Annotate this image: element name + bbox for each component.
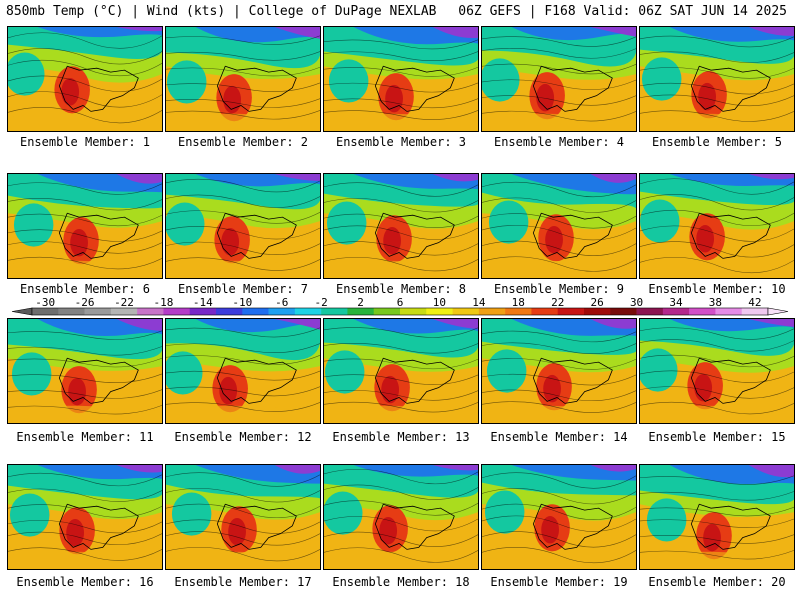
ensemble-member-label: Ensemble Member: 2	[177, 135, 309, 149]
colorbar-swatch	[137, 308, 164, 315]
colorbar-swatch	[452, 308, 480, 315]
ensemble-map-15	[639, 318, 795, 424]
ensemble-member-label: Ensemble Member: 20	[648, 575, 786, 589]
ensemble-map-7	[165, 173, 321, 279]
colorbar-tick-label: 26	[591, 296, 604, 309]
ensemble-member-label: Ensemble Member: 8	[335, 282, 467, 296]
ensemble-map-16	[7, 464, 163, 570]
ensemble-member-label: Ensemble Member: 7	[177, 282, 309, 296]
ensemble-map-13	[323, 318, 479, 424]
colorbar-swatch	[373, 308, 401, 315]
ensemble-map-5	[639, 26, 795, 132]
colorbar-swatch	[84, 308, 112, 315]
colorbar-swatch	[294, 308, 322, 315]
ensemble-map-6	[7, 173, 163, 279]
ensemble-map-14	[481, 318, 637, 424]
ensemble-member-label: Ensemble Member: 5	[651, 135, 783, 149]
colorbar-tick-label: 14	[472, 296, 486, 309]
colorbar-tick-label: 30	[630, 296, 643, 309]
colorbar-tick-label: 38	[709, 296, 722, 309]
ensemble-map-18	[323, 464, 479, 570]
colorbar-swatch	[216, 308, 243, 315]
colorbar-tick-label: -14	[193, 296, 213, 309]
ensemble-member-label: Ensemble Member: 15	[648, 430, 786, 444]
ensemble-member-label: Ensemble Member: 4	[493, 135, 625, 149]
colorbar-tick-label: -30	[35, 296, 55, 309]
ensemble-member-label: Ensemble Member: 16	[16, 575, 154, 589]
colorbar-swatch	[689, 308, 716, 315]
colorbar-swatch	[110, 308, 138, 315]
ensemble-map-20	[639, 464, 795, 570]
ensemble-member-label: Ensemble Member: 18	[332, 575, 470, 589]
ensemble-map-17	[165, 464, 321, 570]
colorbar-tick-label: 22	[551, 296, 564, 309]
colorbar-tick-label: 10	[433, 296, 446, 309]
ensemble-member-label: Ensemble Member: 17	[174, 575, 312, 589]
ensemble-map-1	[7, 26, 163, 132]
colorbar-swatch	[242, 308, 269, 315]
colorbar-tick-label: -10	[232, 296, 252, 309]
colorbar-swatch	[478, 308, 506, 315]
ensemble-member-label: Ensemble Member: 3	[335, 135, 467, 149]
ensemble-map-10	[639, 173, 795, 279]
ensemble-member-label: Ensemble Member: 12	[174, 430, 312, 444]
colorbar-swatch	[610, 308, 637, 315]
colorbar-swatch	[557, 308, 585, 315]
ensemble-map-11	[7, 318, 163, 424]
ensemble-member-label: Ensemble Member: 1	[19, 135, 151, 149]
colorbar-swatch	[531, 308, 559, 315]
ensemble-member-label: Ensemble Member: 10	[648, 282, 786, 296]
colorbar-tick-label: 6	[397, 296, 404, 309]
ensemble-map-12	[165, 318, 321, 424]
colorbar-tick-label: 42	[748, 296, 761, 309]
colorbar-swatch	[505, 308, 532, 315]
ensemble-map-19	[481, 464, 637, 570]
colorbar-tick-label: 2	[357, 296, 364, 309]
colorbar-swatch	[163, 308, 191, 315]
colorbar-swatch	[584, 308, 611, 315]
ensemble-member-label: Ensemble Member: 9	[493, 282, 625, 296]
temperature-colorbar: -30 -26 -22 -18 -14 -10 -6 -2 2 6 10 14 18 22 26 30 34 38…	[11, 296, 789, 316]
colorbar-tick-label: -2	[315, 296, 328, 309]
ensemble-map-3	[323, 26, 479, 132]
colorbar-swatch	[426, 308, 453, 315]
colorbar-swatch	[715, 308, 743, 315]
colorbar-swatch	[268, 308, 296, 315]
colorbar-min-arrow	[11, 307, 33, 316]
ensemble-map-8	[323, 173, 479, 279]
colorbar-swatch	[321, 308, 348, 315]
colorbar-tick-label: -6	[275, 296, 288, 309]
colorbar-swatch	[58, 308, 85, 315]
colorbar-tick-label: 18	[512, 296, 525, 309]
colorbar-tick-label: -18	[153, 296, 173, 309]
ensemble-member-label: Ensemble Member: 6	[19, 282, 151, 296]
colorbar-tick-label: -22	[114, 296, 134, 309]
ensemble-map-2	[165, 26, 321, 132]
ensemble-map-4	[481, 26, 637, 132]
colorbar-swatch	[400, 308, 427, 315]
map-title: 850mb Temp (°C) | Wind (kts) | College o…	[6, 4, 437, 19]
ensemble-map-9	[481, 173, 637, 279]
ensemble-member-label: Ensemble Member: 13	[332, 430, 470, 444]
colorbar-tick-label: 34	[669, 296, 683, 309]
colorbar-swatch	[636, 308, 664, 315]
colorbar-swatch	[32, 308, 59, 315]
colorbar-swatch	[189, 308, 217, 315]
colorbar-tick-label: -26	[75, 296, 95, 309]
colorbar-swatch	[347, 308, 375, 315]
valid-time: 06Z GEFS | F168 Valid: 06Z SAT JUN 14 20…	[458, 4, 787, 19]
ensemble-member-label: Ensemble Member: 14	[490, 430, 628, 444]
ensemble-member-label: Ensemble Member: 11	[16, 430, 154, 444]
colorbar-max-arrow	[767, 307, 789, 316]
colorbar-swatch	[741, 308, 769, 315]
colorbar-swatch	[662, 308, 690, 315]
ensemble-member-label: Ensemble Member: 19	[490, 575, 628, 589]
